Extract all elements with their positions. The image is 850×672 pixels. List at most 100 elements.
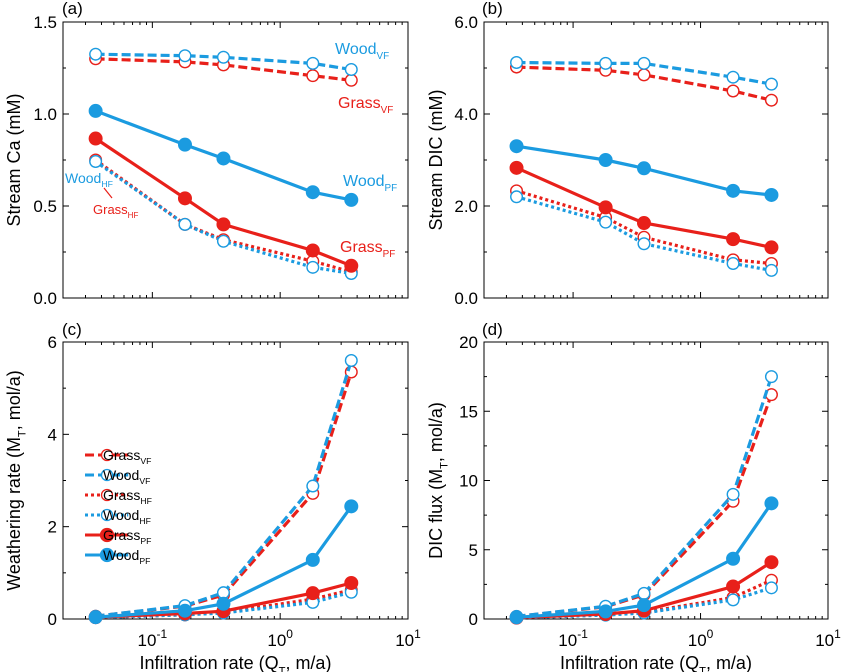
panel-label: (c) [62,320,82,339]
series-wood-pf [88,499,359,625]
data-point [216,596,231,611]
legend-label: GrassPF [103,527,151,546]
y-tick-label: 0.5 [33,197,57,216]
data-point [509,610,524,625]
x-tick-label: 101 [395,627,421,650]
data-point [599,215,613,229]
data-point [726,579,741,594]
data-point [344,353,358,367]
data-point [89,155,103,169]
annotation-grass-pf: GrassPF [340,239,395,260]
data-point [637,586,651,600]
data-point [510,55,524,69]
data-point [726,593,740,607]
y-tick-label: 0.0 [454,289,478,308]
data-point [177,137,192,152]
data-point [88,131,103,146]
data-point [726,487,740,501]
data-point [305,586,320,601]
legend-entry: WoodPF [85,547,150,566]
y-axis-label: Weathering rate (MT, mol/a) [4,370,28,591]
data-point [764,187,779,202]
y-tick-label: 4 [48,425,57,444]
y-tick-label: 1.0 [33,105,57,124]
y-tick-label: 10 [459,472,478,491]
data-point [764,555,779,570]
x-axis-label: Infiltration rate (QT, m/a) [560,653,752,672]
data-point [510,190,524,204]
data-point [178,49,192,63]
x-tick-label: 100 [688,627,714,650]
y-tick-label: 1.5 [33,13,57,32]
data-point [637,68,651,82]
data-point [306,56,320,70]
y-tick-label: 6.0 [454,13,478,32]
data-point [344,499,359,514]
data-point [306,479,320,493]
y-axis-label-group: Stream Ca (mM) [4,93,24,226]
y-tick-label: 2 [48,518,57,537]
series-wood-pf [509,496,779,625]
data-point [344,575,359,590]
data-point [726,84,740,98]
data-point [509,160,524,175]
data-point [306,69,320,83]
y-tick-label: 15 [459,402,478,421]
y-axis-label-group: Weathering rate (MT, mol/a) [4,370,28,591]
legend-entry: WoodVF [85,467,150,486]
data-point [216,586,230,600]
legend-marker [100,488,114,502]
legend-entry: WoodHF [85,507,151,526]
x-tick-label: 101 [815,627,841,650]
annotation-wood-hf: WoodHF [65,170,113,189]
data-point [764,370,778,384]
y-tick-label: 6 [48,333,57,352]
data-point [598,604,613,619]
series-wood-pf [509,139,779,202]
panel-d: (d) 0 5 10 15 20 10-1 100 101 Infiltration rate (… [426,320,841,672]
series-line [516,189,772,266]
data-point [636,161,651,176]
panel-label: (a) [62,0,83,18]
annotation-wood-pf: WoodPF [343,173,397,194]
data-point [216,151,231,166]
data-point [216,234,230,248]
data-point [344,258,359,273]
data-point [726,183,741,198]
data-point [88,610,103,625]
legend-label: GrassHF [103,487,152,506]
data-point [636,598,651,613]
data-point [764,581,778,595]
series-wood-hf [89,155,358,280]
y-tick-label: 20 [459,333,478,352]
series-line [95,57,352,82]
y-tick-label: 0 [48,610,57,629]
data-point [764,263,778,277]
legend-marker [100,508,114,522]
annotation-arrow [103,187,113,199]
data-point [177,191,192,206]
data-point [344,63,358,77]
data-point [344,73,358,87]
panel-a: (a) 0.0 0.5 1.0 1.5 Stream Ca (mM) WoodVF Grass… [4,0,409,308]
data-point [344,192,359,207]
data-point [88,103,103,118]
y-axis-label-group: Stream DIC (mM) [426,90,446,231]
axes-frame [62,21,409,299]
series-wood-vf [89,47,358,77]
data-point [764,240,779,255]
data-point [726,257,740,271]
data-point [599,56,613,70]
x-axis-label: Infiltration rate (QT, m/a) [140,653,332,672]
legend-marker [100,448,114,462]
data-point [178,217,192,231]
data-point [764,496,779,511]
series-wood-hf [510,190,778,277]
data-point [726,70,740,84]
data-point [726,551,741,566]
y-axis-label-group: DIC flux (MT, mol/a) [426,402,450,559]
series-line [95,52,352,72]
annotation-grass-vf: GrassVF [338,95,393,116]
legend-label: WoodHF [103,507,151,526]
legend-marker [99,527,115,543]
